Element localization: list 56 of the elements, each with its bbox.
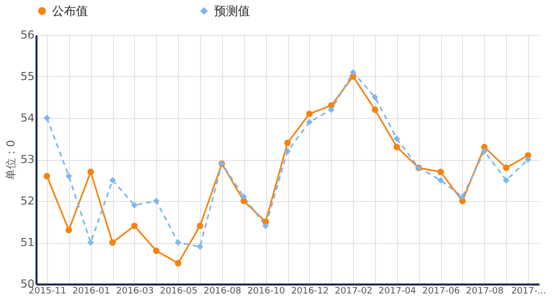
point	[394, 144, 400, 150]
point	[372, 106, 378, 113]
point	[174, 239, 182, 246]
point	[306, 110, 313, 118]
point	[350, 69, 356, 76]
x-tick-label: 2017-02	[334, 286, 372, 296]
x-tick-label: 2016-03	[116, 286, 154, 296]
y-tick-label: 56	[20, 28, 34, 42]
y-tick-label: 53	[20, 153, 34, 166]
point	[44, 172, 50, 180]
point	[394, 136, 400, 142]
point	[109, 239, 116, 246]
point	[174, 260, 182, 266]
point	[459, 194, 466, 200]
point	[66, 226, 72, 234]
point	[240, 194, 247, 200]
point	[437, 168, 444, 176]
legend-label: 公布值	[52, 4, 88, 18]
x-tick-label: 2017-08	[466, 286, 504, 296]
y-tick-label: 51	[20, 236, 34, 249]
x-tick-label: 2017-...	[511, 286, 546, 296]
point	[66, 172, 72, 180]
point	[503, 164, 510, 171]
point	[131, 202, 138, 208]
y-tick-label: 55	[20, 70, 34, 83]
point	[44, 114, 50, 122]
x-tick-label: 2017-06	[422, 286, 460, 296]
point	[88, 168, 94, 176]
point	[196, 222, 204, 230]
point	[481, 148, 488, 154]
x-tick-label: 2016-12	[291, 286, 329, 296]
legend-label: 预测值	[214, 4, 250, 18]
y-axis-title: 单位：0	[4, 140, 18, 180]
point	[284, 148, 291, 154]
point	[88, 239, 94, 246]
point	[153, 198, 160, 204]
point	[284, 140, 291, 146]
point	[372, 94, 378, 100]
point	[328, 106, 334, 113]
x-tick-label: 2016-05	[160, 286, 198, 296]
point	[196, 243, 204, 250]
point	[262, 222, 269, 230]
x-tick-label: 2016-10	[247, 286, 286, 296]
point	[306, 118, 313, 126]
x-tick-label: 2015-11	[28, 286, 66, 296]
point	[437, 177, 444, 184]
y-tick-label: 54	[20, 112, 34, 124]
point	[131, 222, 138, 230]
x-tick-label: 2017-04	[378, 286, 416, 296]
y-tick-label: 52	[20, 194, 34, 208]
point	[153, 248, 160, 254]
point	[524, 156, 532, 163]
point	[503, 177, 510, 184]
point	[109, 177, 116, 184]
x-tick-label: 2016-08	[204, 286, 242, 296]
x-tick-label: 2016-01	[72, 286, 110, 296]
